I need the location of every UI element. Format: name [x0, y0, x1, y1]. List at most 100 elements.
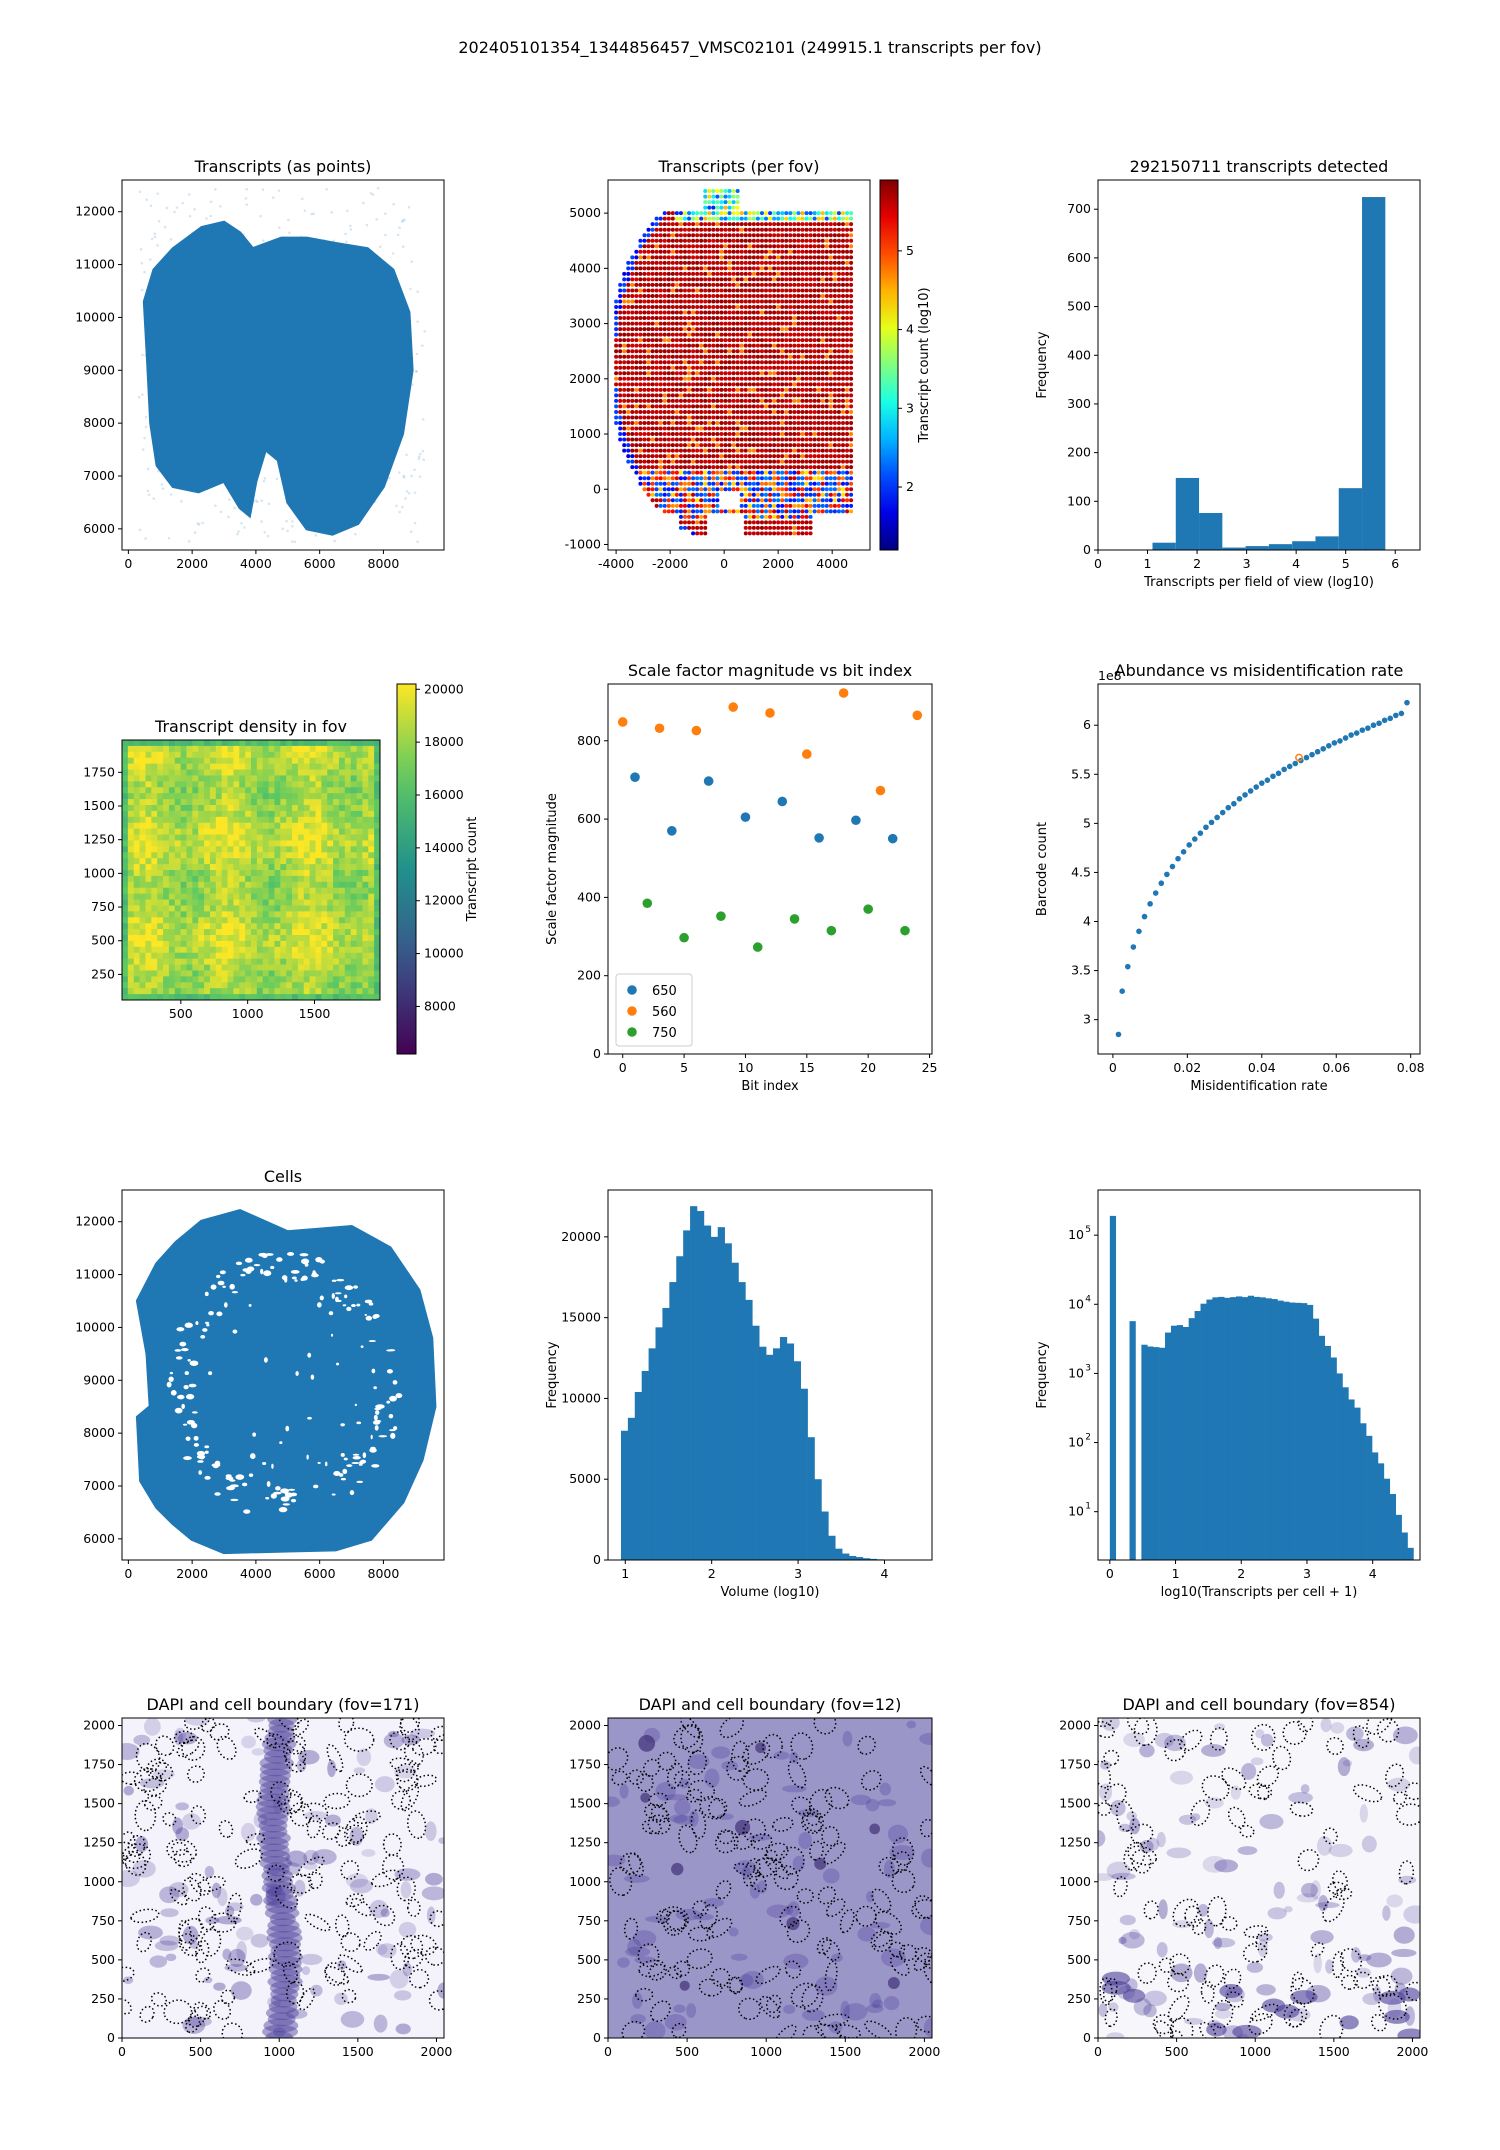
fov-point: [849, 288, 854, 293]
fov-point: [695, 343, 700, 348]
fov-point: [820, 271, 825, 276]
fov-point: [662, 387, 667, 392]
fov-point: [723, 459, 728, 464]
heatmap-cell: [168, 870, 176, 877]
fov-point: [707, 205, 712, 210]
fov-point: [780, 327, 785, 332]
fov-point: [646, 238, 651, 243]
fov-point: [687, 387, 692, 392]
fov-point: [703, 420, 708, 425]
fov-point: [800, 266, 805, 271]
fov-point: [804, 409, 809, 414]
heatmap-cell: [274, 988, 281, 995]
heatmap-cell: [215, 917, 223, 924]
heatmap-cell: [192, 893, 199, 901]
fov-point: [780, 371, 785, 376]
fov-point: [812, 437, 817, 442]
heatmap-cell: [127, 810, 135, 818]
fov-point: [832, 349, 837, 354]
fov-point: [614, 299, 619, 304]
heatmap-cell: [186, 988, 193, 995]
heatmap-cell: [174, 858, 182, 865]
fov-point: [788, 503, 793, 508]
heatmap-cell: [209, 976, 217, 983]
fov-point: [695, 255, 700, 260]
heatmap-cell: [163, 881, 170, 889]
fov-point: [747, 387, 752, 392]
fov-point: [751, 443, 756, 448]
heatmap-cell: [168, 840, 176, 847]
fov-point: [804, 454, 809, 459]
fov-point: [768, 520, 773, 525]
fov-point: [836, 327, 841, 332]
fov-point: [666, 293, 671, 298]
fov-point: [768, 277, 773, 282]
fov-point: [840, 371, 845, 376]
fov-point: [816, 498, 821, 503]
fov-point: [792, 376, 797, 381]
fov-point: [776, 492, 781, 497]
heatmap-cell: [151, 858, 158, 865]
fov-point: [670, 365, 675, 370]
fov-point: [666, 349, 671, 354]
fov-point: [776, 382, 781, 387]
fov-point: [788, 271, 793, 276]
heatmap-cell: [145, 893, 152, 901]
fov-point: [654, 332, 659, 337]
chart-title: 292150711 transcripts detected: [1130, 157, 1389, 176]
heatmap-cell: [268, 781, 276, 788]
fov-point: [638, 288, 643, 293]
fov-point: [743, 415, 748, 420]
heatmap-cell: [268, 893, 276, 901]
fov-point: [768, 233, 773, 238]
fov-point: [812, 255, 817, 260]
fov-point: [747, 454, 752, 459]
fov-point: [735, 360, 740, 365]
fov-point: [820, 349, 825, 354]
fov-point: [687, 299, 692, 304]
fov-point: [832, 426, 837, 431]
heatmap-cell: [286, 905, 293, 912]
fov-point: [796, 448, 801, 453]
heatmap-cell: [239, 828, 246, 836]
transcript-point: [181, 201, 185, 205]
fov-point: [715, 465, 720, 470]
fov-point: [691, 443, 696, 448]
heatmap-cell: [204, 988, 211, 995]
fov-point: [828, 354, 833, 359]
heatmap-cell: [133, 988, 141, 995]
fov-point: [808, 338, 813, 343]
heatmap-cell: [239, 769, 246, 777]
fov-point: [800, 305, 805, 310]
fov-point: [849, 448, 854, 453]
fov-point: [691, 503, 696, 508]
fov-point: [776, 432, 781, 437]
fov-point: [780, 432, 785, 437]
fov-point: [630, 437, 635, 442]
fov-point: [800, 409, 805, 414]
fov-point: [788, 426, 793, 431]
fov-point: [622, 321, 627, 326]
fov-point: [678, 282, 683, 287]
heatmap-cell: [209, 816, 217, 824]
fov-point: [691, 470, 696, 475]
fov-point: [735, 293, 740, 298]
fov-point: [808, 371, 813, 376]
fov-point: [687, 316, 692, 321]
fov-point: [780, 343, 785, 348]
fov-point: [723, 282, 728, 287]
fov-point: [658, 432, 663, 437]
fov-point: [711, 233, 716, 238]
fov-point: [776, 443, 781, 448]
fov-point: [618, 387, 623, 392]
fov-point: [816, 244, 821, 249]
fov-point: [780, 310, 785, 315]
fov-point: [719, 266, 724, 271]
fov-point: [711, 244, 716, 249]
fov-point: [739, 448, 744, 453]
fov-point: [751, 514, 756, 519]
heatmap-cell: [215, 970, 223, 977]
fov-point: [776, 498, 781, 503]
fov-point: [849, 498, 854, 503]
fov-point: [759, 332, 764, 337]
